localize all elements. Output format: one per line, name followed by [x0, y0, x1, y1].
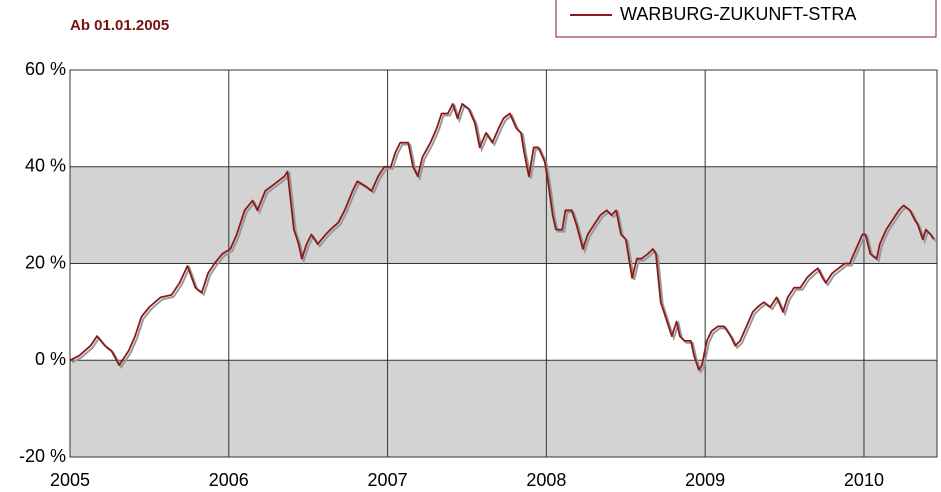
legend-box: [555, 0, 937, 38]
x-tick-label: 2008: [526, 470, 566, 490]
line: [69, 103, 935, 371]
y-tick-label: 0 %: [35, 349, 66, 369]
band: [70, 360, 937, 457]
line-shadow: [71, 103, 937, 375]
chart-title: Ab 01.01.2005: [70, 17, 169, 34]
x-tick-label: 2009: [685, 470, 725, 490]
band: [70, 166, 937, 264]
x-tick-label: 2005: [50, 470, 90, 490]
y-tick-label: 60 %: [25, 59, 66, 79]
x-tick-label: 2006: [209, 470, 249, 490]
x-tick-label: 2007: [368, 470, 408, 490]
y-tick-label: 20 %: [25, 252, 66, 272]
x-tick-label: 2010: [844, 470, 884, 490]
legend-label: WARBURG-ZUKUNFT-STRA: [620, 4, 856, 24]
plot-frame: [69, 69, 938, 458]
y-tick-label: -20 %: [19, 446, 66, 466]
y-tick-label: 40 %: [25, 156, 66, 176]
